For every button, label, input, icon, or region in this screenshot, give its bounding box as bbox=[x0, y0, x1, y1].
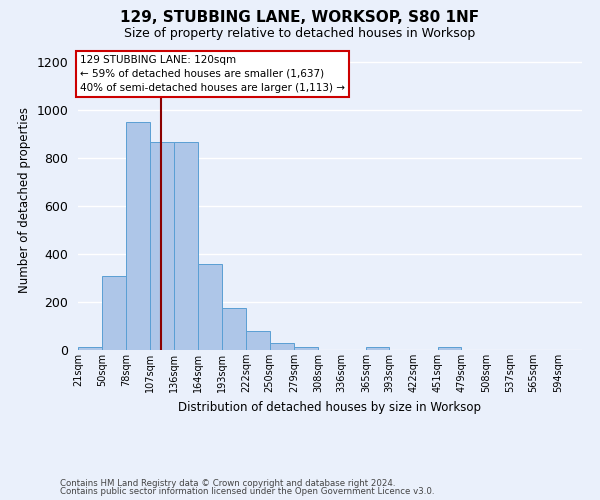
Text: 129, STUBBING LANE, WORKSOP, S80 1NF: 129, STUBBING LANE, WORKSOP, S80 1NF bbox=[121, 10, 479, 25]
Bar bbox=[126, 122, 150, 350]
X-axis label: Distribution of detached houses by size in Worksop: Distribution of detached houses by size … bbox=[179, 400, 482, 413]
Bar bbox=[294, 347, 318, 350]
Text: 129 STUBBING LANE: 120sqm
← 59% of detached houses are smaller (1,637)
40% of se: 129 STUBBING LANE: 120sqm ← 59% of detac… bbox=[80, 55, 344, 93]
Text: Size of property relative to detached houses in Worksop: Size of property relative to detached ho… bbox=[124, 28, 476, 40]
Y-axis label: Number of detached properties: Number of detached properties bbox=[18, 107, 31, 293]
Bar bbox=[246, 331, 270, 350]
Bar bbox=[366, 347, 389, 350]
Bar bbox=[102, 276, 126, 350]
Text: Contains public sector information licensed under the Open Government Licence v3: Contains public sector information licen… bbox=[60, 487, 434, 496]
Bar bbox=[270, 344, 294, 350]
Bar bbox=[78, 347, 102, 350]
Bar bbox=[222, 308, 246, 350]
Bar bbox=[438, 347, 461, 350]
Text: Contains HM Land Registry data © Crown copyright and database right 2024.: Contains HM Land Registry data © Crown c… bbox=[60, 478, 395, 488]
Bar bbox=[198, 264, 222, 350]
Bar bbox=[150, 142, 174, 350]
Bar bbox=[174, 142, 198, 350]
